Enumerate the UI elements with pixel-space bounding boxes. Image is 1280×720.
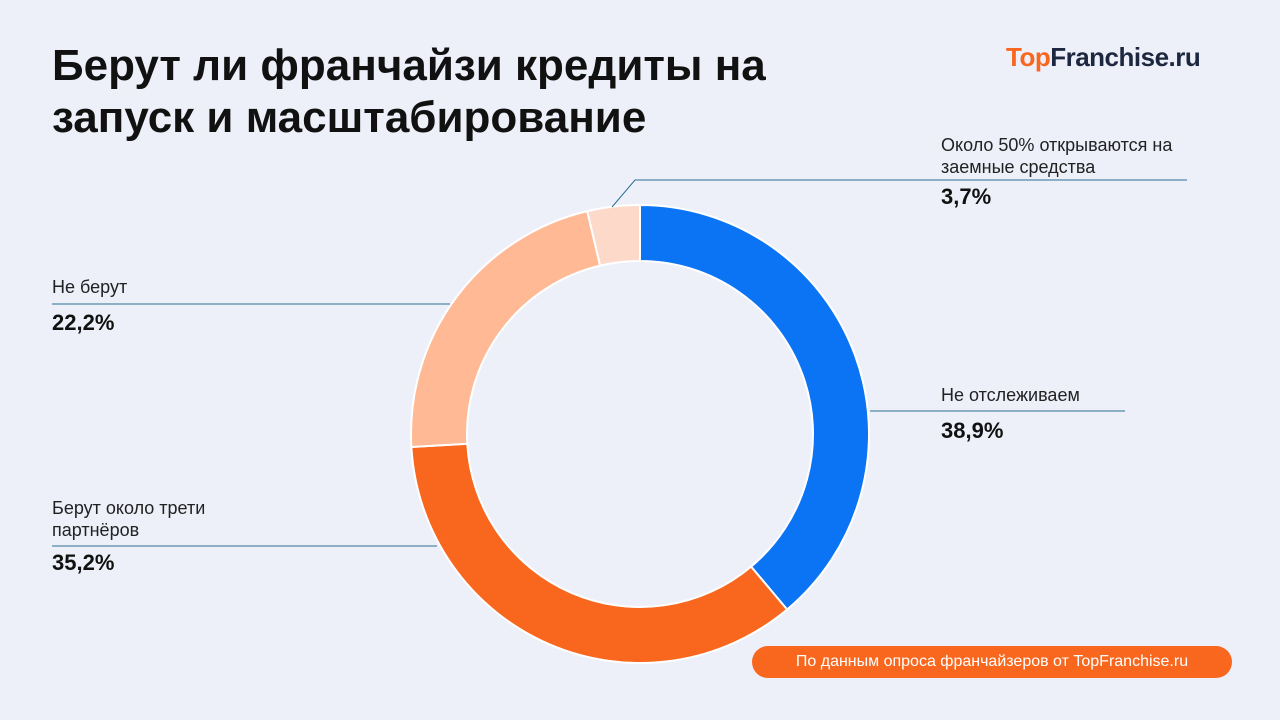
slice-label: Не берут [52, 277, 128, 297]
logo: TopFranchise.ru [1006, 42, 1201, 73]
slice-label: Берут около трети партнёров [52, 498, 206, 540]
leader-line [611, 179, 1187, 208]
logo-part: Top [1006, 42, 1051, 72]
chart-title: Берут ли франчайзи кредиты на запуск и м… [52, 41, 766, 142]
donut-slice [410, 209, 602, 448]
value-label: 22,2% [52, 310, 115, 335]
value-label: 38,9% [941, 418, 1004, 443]
donut-slice [410, 442, 789, 664]
logo-part: Franchise.ru [1050, 42, 1201, 72]
value-label: 3,7% [941, 184, 992, 209]
donut-slice [586, 203, 641, 267]
source-badge: По данным опроса франчайзеров от TopFran… [752, 646, 1232, 678]
slice-label: Не отслеживаем [941, 385, 1080, 405]
slice-label: Около 50% открываются на заемные средств… [941, 135, 1173, 177]
value-label: 35,2% [52, 550, 115, 575]
donut-slice [639, 203, 870, 611]
